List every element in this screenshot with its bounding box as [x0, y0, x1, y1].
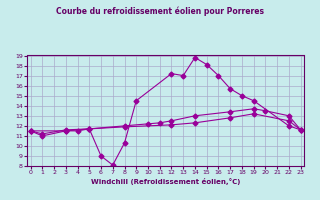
X-axis label: Windchill (Refroidissement éolien,°C): Windchill (Refroidissement éolien,°C) — [91, 178, 240, 185]
Text: Courbe du refroidissement éolien pour Porreres: Courbe du refroidissement éolien pour Po… — [56, 6, 264, 16]
